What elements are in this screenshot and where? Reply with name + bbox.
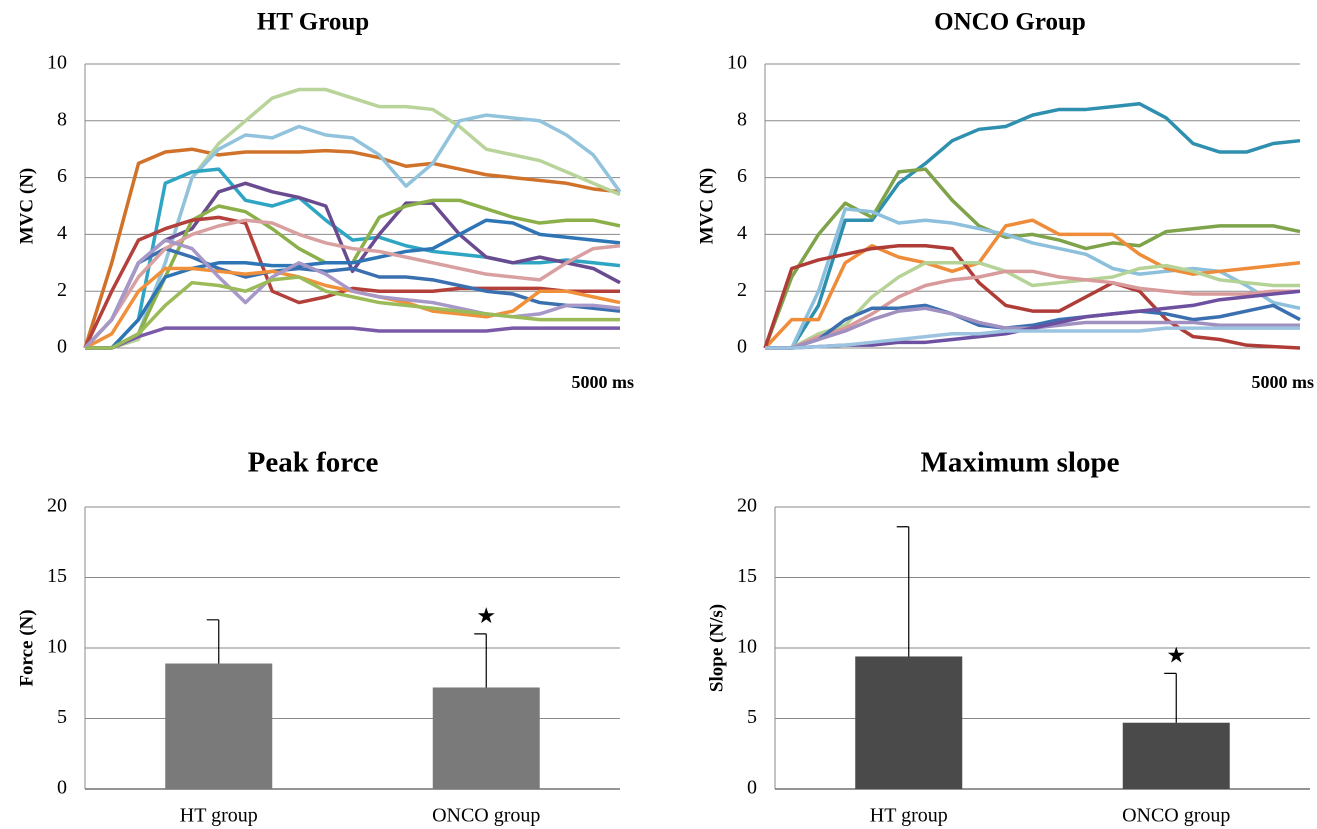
data-line xyxy=(763,167,1301,349)
x-tick-label: ONCO group xyxy=(1122,805,1230,827)
bar xyxy=(165,663,273,789)
data-line xyxy=(85,275,620,350)
y-tick-label: 20 xyxy=(737,495,757,517)
significance-marker: ★ xyxy=(1166,642,1186,667)
error-bar xyxy=(474,633,487,688)
y-tick-label: 2 xyxy=(57,279,67,301)
significance-marker: ★ xyxy=(476,603,496,628)
y-tick-label: 4 xyxy=(737,222,747,244)
bar xyxy=(855,656,963,789)
y-tick-label: 20 xyxy=(47,495,67,517)
chart-title: Peak force xyxy=(248,447,379,479)
error-bar xyxy=(896,526,910,657)
y-tick-label: 10 xyxy=(47,636,67,658)
x-tick-label: HT group xyxy=(180,805,258,827)
data-line xyxy=(85,198,621,350)
y-tick-label: 15 xyxy=(47,565,67,587)
x-axis-label: 5000 ms xyxy=(1252,372,1315,392)
y-tick-label: 10 xyxy=(727,52,747,74)
chart-title: HT Group xyxy=(257,9,369,36)
data-line xyxy=(85,326,620,350)
data-line xyxy=(765,102,1301,350)
data-line xyxy=(763,218,1301,350)
y-tick-label: 2 xyxy=(737,279,747,301)
y-tick-label: 15 xyxy=(737,565,757,587)
x-tick-label: HT group xyxy=(870,805,948,827)
y-axis-label: MVC (N) xyxy=(16,168,37,245)
data-line xyxy=(85,218,621,350)
y-tick-label: 6 xyxy=(737,165,747,187)
bar xyxy=(1122,722,1230,789)
y-tick-label: 0 xyxy=(57,777,67,799)
y-axis-label: Slope (N/s) xyxy=(706,604,727,692)
y-axis-label: Force (N) xyxy=(16,609,37,686)
data-line xyxy=(765,261,1300,350)
data-line xyxy=(83,215,620,349)
y-tick-label: 0 xyxy=(747,777,757,799)
y-tick-label: 0 xyxy=(57,336,67,358)
y-tick-label: 6 xyxy=(57,165,67,187)
x-tick-label: ONCO group xyxy=(432,805,540,827)
data-line xyxy=(85,87,621,350)
x-axis-label: 5000 ms xyxy=(572,372,635,392)
y-tick-label: 5 xyxy=(747,706,757,728)
y-tick-label: 4 xyxy=(57,222,67,244)
data-line xyxy=(83,238,621,350)
y-tick-label: 5 xyxy=(57,706,67,728)
data-line xyxy=(85,167,621,350)
chart-title: Maximum slope xyxy=(921,447,1120,479)
y-tick-label: 8 xyxy=(737,108,747,130)
error-bar xyxy=(206,619,220,664)
bar xyxy=(432,687,540,789)
data-line xyxy=(83,147,621,349)
data-line xyxy=(765,207,1301,350)
y-tick-label: 10 xyxy=(737,636,757,658)
data-line xyxy=(765,303,1301,350)
data-line xyxy=(83,181,621,350)
data-line xyxy=(765,269,1300,350)
y-axis-label: MVC (N) xyxy=(696,168,717,245)
data-line xyxy=(765,326,1300,350)
y-tick-label: 8 xyxy=(57,108,67,130)
y-tick-label: 0 xyxy=(737,336,747,358)
error-bar xyxy=(1164,672,1177,723)
y-tick-label: 10 xyxy=(47,52,67,74)
data-line xyxy=(763,244,1301,350)
chart-title: ONCO Group xyxy=(934,9,1086,36)
